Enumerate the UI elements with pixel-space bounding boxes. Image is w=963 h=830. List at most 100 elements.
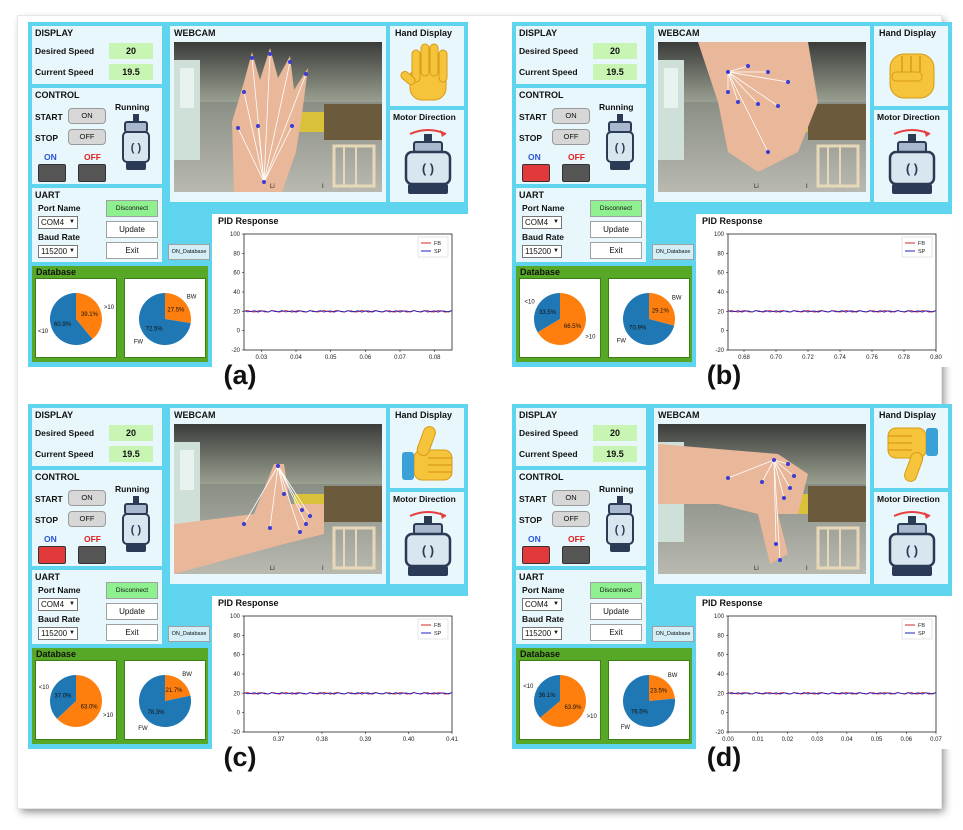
speed-under-10-label: <10 (39, 685, 50, 691)
port-name-label: Port Name (522, 585, 565, 595)
current-speed-label: Current Speed (35, 449, 94, 459)
baud-select[interactable]: 115200 ▼ (522, 245, 562, 258)
port-value: COM4 (525, 218, 549, 227)
on-database-button[interactable]: ON_Database (652, 244, 694, 260)
pie-chart-direction: 29.1% BW 70.9% FW (608, 278, 690, 358)
exit-button[interactable]: Exit (590, 242, 642, 259)
y-tick-label: 80 (233, 633, 240, 639)
start-on-button[interactable]: ON (68, 108, 106, 124)
off-indicator (78, 164, 106, 182)
motor-direction-section: Motor Direction ( ) (390, 492, 464, 584)
y-tick-label: 60 (233, 653, 240, 659)
svg-text:( ): ( ) (131, 142, 142, 154)
y-tick-label: 40 (233, 290, 240, 296)
y-tick-label: 20 (717, 309, 724, 315)
stop-off-button[interactable]: OFF (552, 511, 590, 527)
disconnect-button[interactable]: Disconnect (590, 582, 642, 599)
on-database-button[interactable]: ON_Database (168, 626, 210, 642)
port-select[interactable]: COM4 ▼ (38, 598, 78, 611)
baud-select[interactable]: 115200 ▼ (522, 627, 562, 640)
svg-text:( ): ( ) (131, 524, 142, 536)
baud-select[interactable]: 115200 ▼ (38, 245, 78, 258)
uart-title: UART (35, 572, 60, 582)
y-tick-label: 0 (721, 711, 725, 717)
control-section: CONTROL START ON STOP OFF Running ( ) ON… (516, 470, 646, 566)
on-database-button[interactable]: ON_Database (168, 244, 210, 260)
legend-sp: SP (918, 249, 926, 255)
motor-direction-title: Motor Direction (877, 494, 940, 504)
webcam-section: WEBCAM (170, 26, 386, 202)
webcam-feed: Li I (658, 42, 866, 192)
webcam-section: WEBCAM (170, 408, 386, 584)
display-section: DISPLAY Desired Speed 20 Current Speed 1… (32, 408, 162, 466)
stop-off-button[interactable]: OFF (68, 511, 106, 527)
y-tick-label: -20 (231, 730, 240, 736)
off-indicator-label: OFF (84, 152, 101, 162)
direction-bw-pct-label: 23.5% (650, 688, 668, 694)
exit-button[interactable]: Exit (590, 624, 642, 641)
stop-off-button[interactable]: OFF (68, 129, 106, 145)
port-select[interactable]: COM4 ▼ (522, 598, 562, 611)
stop-off-button[interactable]: OFF (552, 129, 590, 145)
speed-over-10-label: >10 (104, 305, 115, 311)
open-hand-icon (398, 40, 458, 104)
chevron-down-icon: ▼ (69, 630, 75, 636)
x-tick-label: 0.04 (290, 355, 302, 361)
motor-direction-icon: ( ) (400, 508, 456, 580)
port-select[interactable]: COM4 ▼ (522, 216, 562, 229)
database-section: Database 63.0% >10 37.0% <10 21.7% BW 78.3% FW (32, 648, 208, 744)
port-select[interactable]: COM4 ▼ (38, 216, 78, 229)
y-tick-label: 40 (717, 290, 724, 296)
y-tick-label: 100 (714, 614, 725, 620)
control-title: CONTROL (519, 472, 564, 482)
on-database-button[interactable]: ON_Database (652, 626, 694, 642)
start-on-button[interactable]: ON (552, 108, 590, 124)
control-title: CONTROL (35, 472, 80, 482)
baud-select[interactable]: 115200 ▼ (38, 627, 78, 640)
chevron-down-icon: ▼ (553, 248, 559, 254)
control-section: CONTROL START ON STOP OFF Running ( ) ON… (32, 88, 162, 184)
update-button[interactable]: Update (106, 603, 158, 620)
x-tick-label: 0.01 (752, 737, 764, 743)
start-on-button[interactable]: ON (68, 490, 106, 506)
update-button[interactable]: Update (590, 221, 642, 238)
off-indicator-label: OFF (84, 534, 101, 544)
on-indicator (38, 546, 66, 564)
direction-fw-label: FW (621, 725, 631, 731)
motor-direction-icon: ( ) (884, 126, 940, 198)
off-indicator (78, 546, 106, 564)
disconnect-button[interactable]: Disconnect (590, 200, 642, 217)
current-speed-value: 19.5 (109, 446, 153, 462)
webcam-tick-left: Li (270, 566, 275, 572)
uart-section: UART Port Name COM4 ▼ Baud Rate 115200 ▼ D… (516, 570, 646, 644)
update-button[interactable]: Update (590, 603, 642, 620)
y-tick-label: 80 (717, 251, 724, 257)
legend-fb: FB (918, 241, 925, 247)
running-label: Running (599, 102, 634, 112)
running-label: Running (599, 484, 634, 494)
exit-button[interactable]: Exit (106, 242, 158, 259)
direction-fw-pct-label: 76.5% (631, 710, 649, 716)
pid-title: PID Response (702, 598, 763, 608)
chevron-down-icon: ▼ (69, 248, 75, 254)
speed-over-10-slice (57, 675, 102, 727)
display-section: DISPLAY Desired Speed 20 Current Speed 1… (32, 26, 162, 84)
update-button[interactable]: Update (106, 221, 158, 238)
y-tick-label: 0 (721, 329, 725, 335)
baud-rate-label: Baud Rate (522, 232, 565, 242)
start-on-button[interactable]: ON (552, 490, 590, 506)
speed-over-10-slice (76, 293, 102, 340)
x-tick-label: 0.07 (930, 737, 942, 743)
x-tick-label: 0.07 (394, 355, 406, 361)
desired-speed-value: 20 (109, 425, 153, 441)
direction-fw-pct-label: 72.5% (146, 326, 164, 332)
start-label: START (35, 112, 63, 122)
webcam-tick-left: Li (754, 184, 759, 190)
disconnect-button[interactable]: Disconnect (106, 200, 158, 217)
speed-over-10-pct-label: 39.1% (81, 312, 99, 318)
app-window: DISPLAY Desired Speed 20 Current Speed 1… (28, 22, 468, 367)
exit-button[interactable]: Exit (106, 624, 158, 641)
stop-label: STOP (35, 515, 58, 525)
on-indicator-label: ON (44, 152, 57, 162)
disconnect-button[interactable]: Disconnect (106, 582, 158, 599)
